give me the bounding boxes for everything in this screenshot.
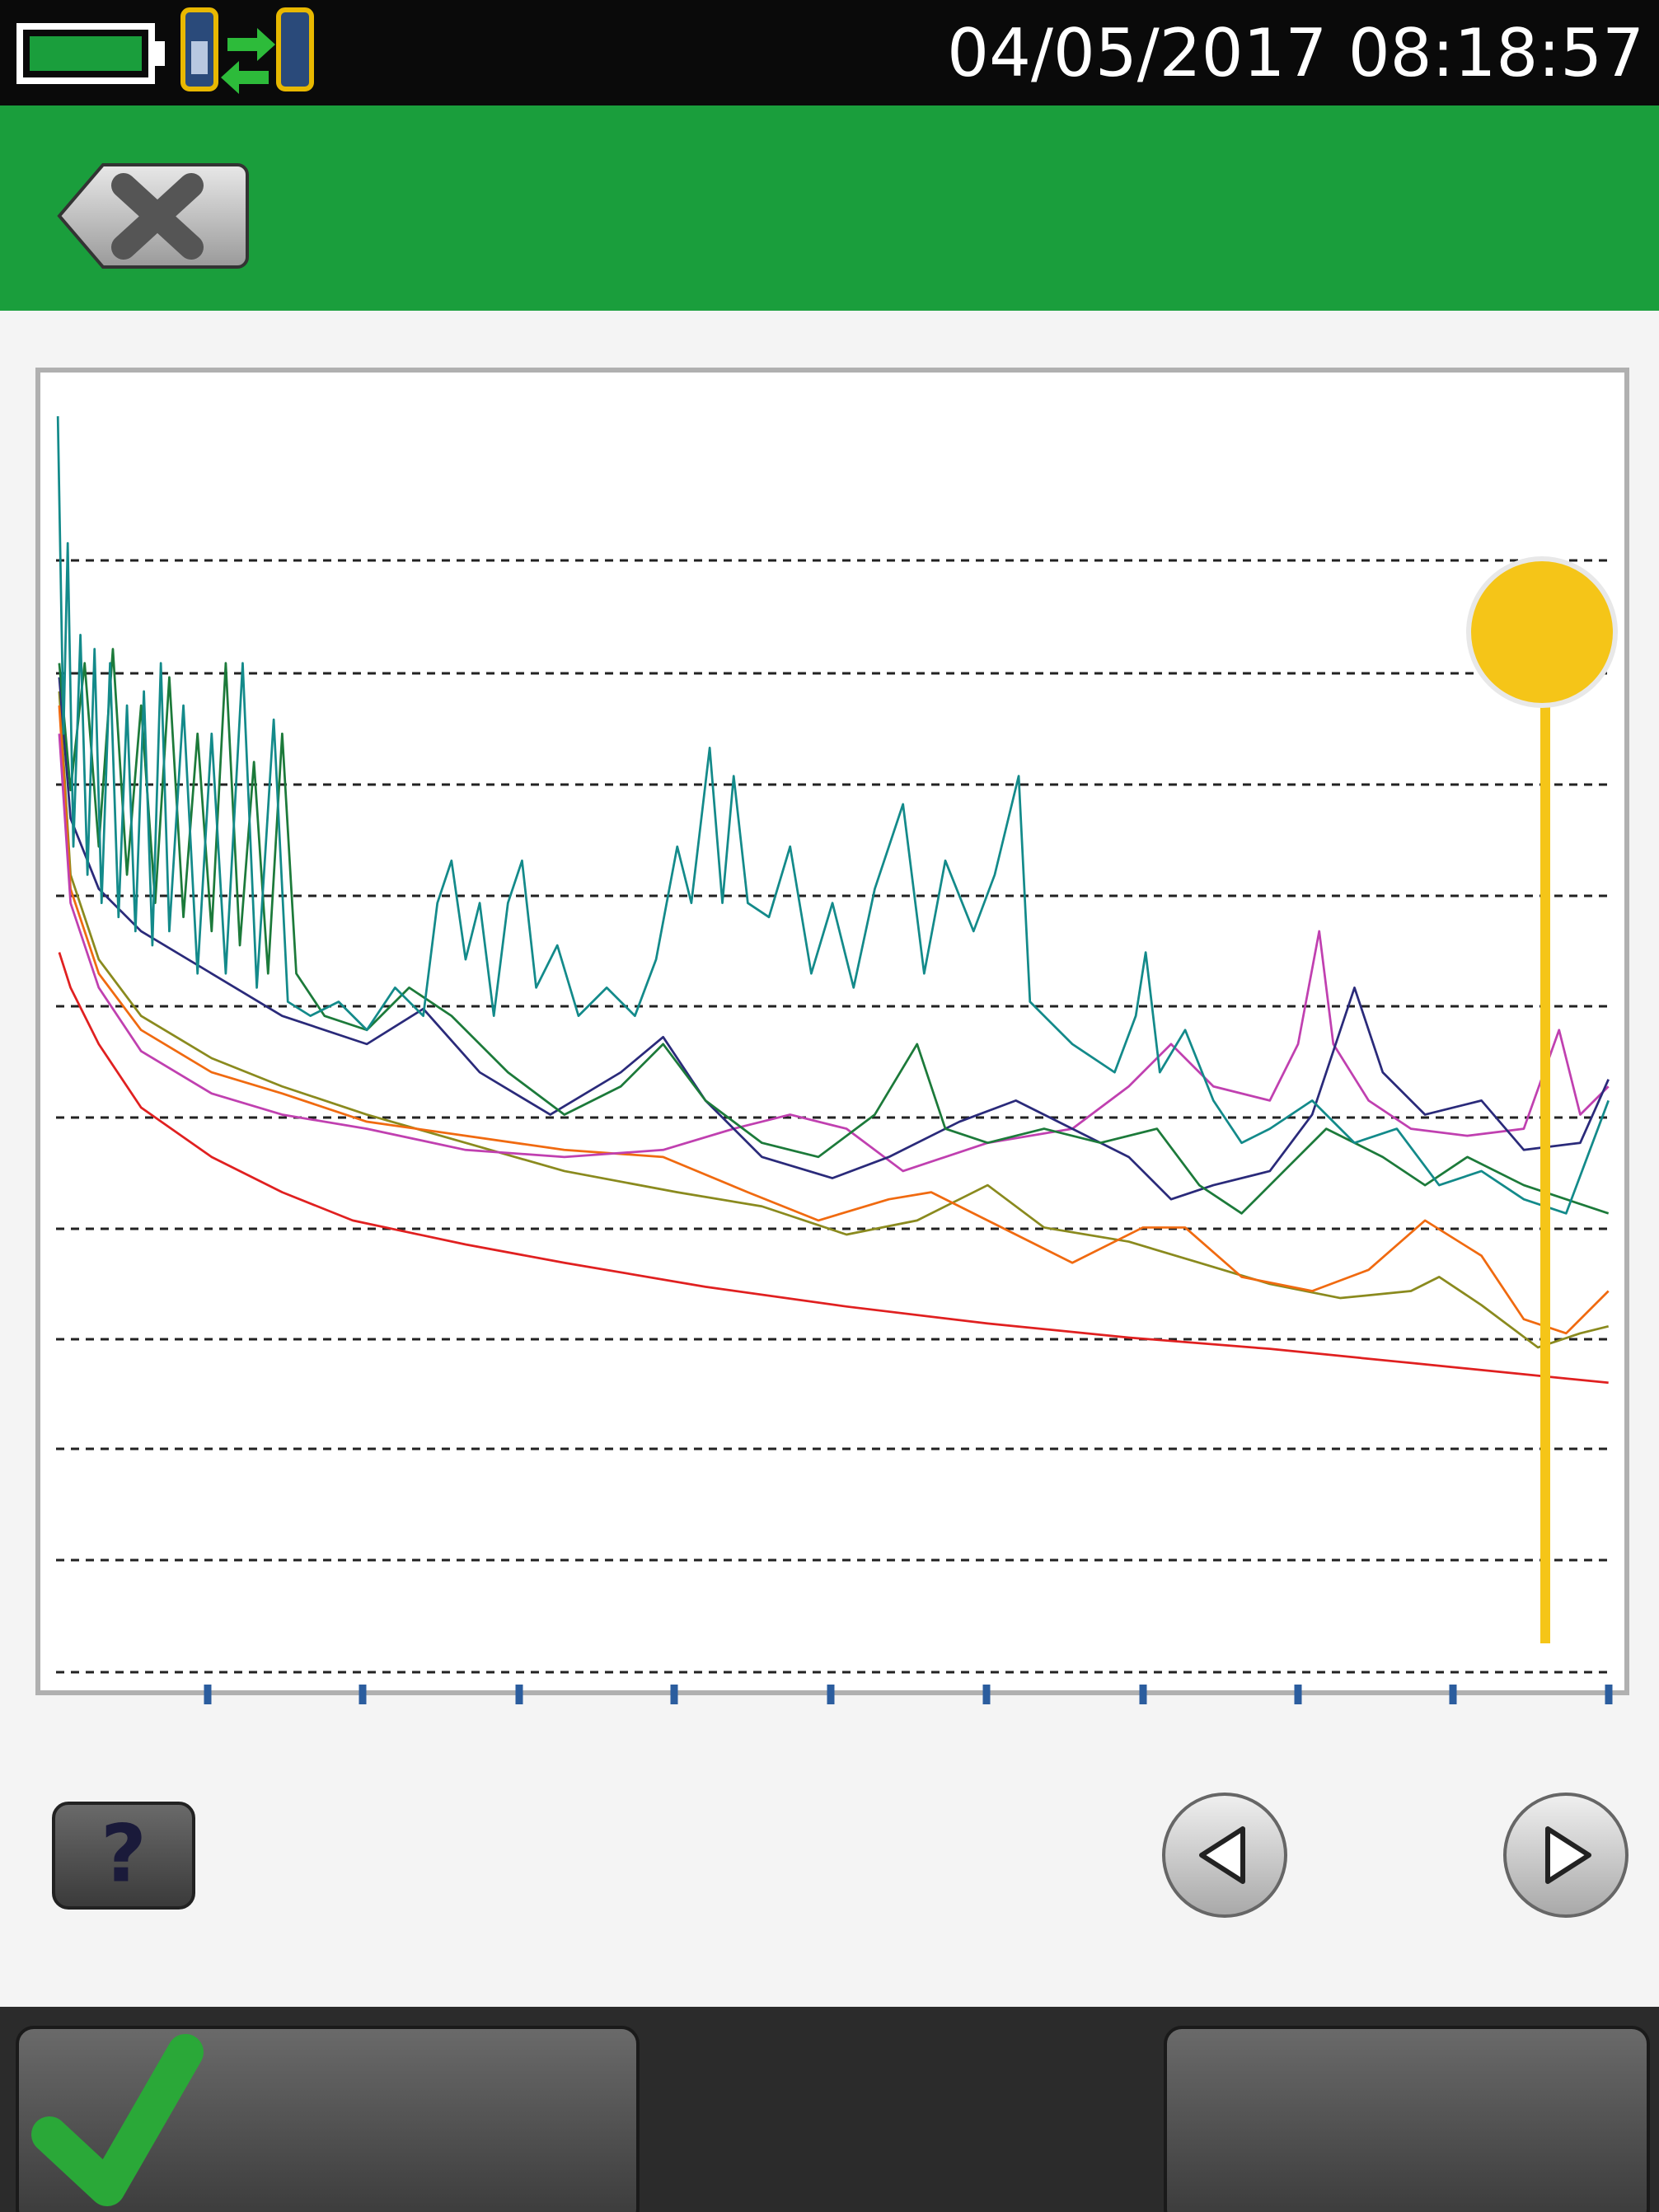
- trace-teal: [56, 416, 1610, 1215]
- help-button[interactable]: ?: [52, 1802, 195, 1910]
- trace-red-limit: [58, 952, 1609, 1385]
- ok-button[interactable]: [16, 2026, 640, 2212]
- cursor-handle[interactable]: [1466, 556, 1618, 708]
- plot-area: [35, 368, 1629, 1695]
- header: [0, 105, 1659, 311]
- trace-green: [58, 648, 1610, 1215]
- soft-button[interactable]: [1164, 2026, 1650, 2212]
- trace-olive: [58, 691, 1610, 1349]
- back-button[interactable]: [57, 163, 249, 269]
- link-icon: [180, 7, 314, 94]
- traces: [56, 416, 1610, 1385]
- trace-navy: [58, 677, 1610, 1201]
- next-button[interactable]: [1503, 1793, 1629, 1918]
- prev-button[interactable]: [1162, 1793, 1287, 1918]
- help-label: ?: [101, 1807, 147, 1900]
- x-tick-marks: [204, 1685, 1613, 1704]
- datetime: 04/05/2017 08:18:57: [947, 15, 1644, 91]
- trace-magenta: [58, 733, 1610, 1173]
- trace-orange: [58, 705, 1610, 1335]
- battery-icon: [16, 23, 165, 84]
- grid-lines: [56, 559, 1609, 1674]
